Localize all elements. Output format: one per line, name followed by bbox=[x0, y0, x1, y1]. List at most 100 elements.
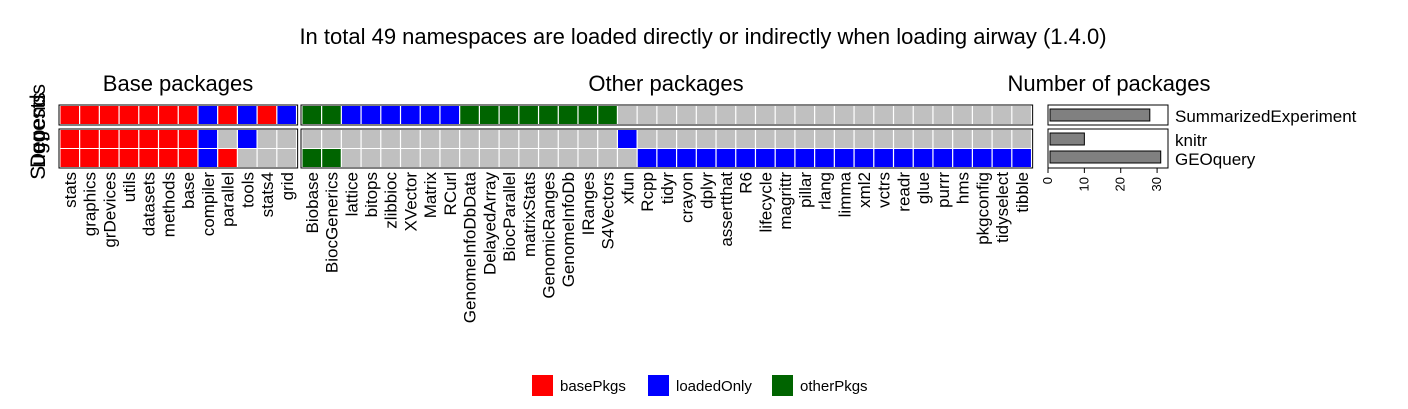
column-label-stats4: stats4 bbox=[258, 172, 277, 217]
cell-GEOquery-DelayedArray bbox=[479, 149, 499, 167]
cell-knitr-graphics bbox=[80, 130, 99, 148]
column-label-purrr: purrr bbox=[934, 172, 953, 208]
column-label-compiler: compiler bbox=[199, 172, 218, 237]
column-label-magrittr: magrittr bbox=[776, 172, 795, 230]
cell-GEOquery-pillar bbox=[795, 149, 815, 167]
cell-GEOquery-lattice bbox=[341, 149, 361, 167]
cell-GEOquery-magrittr bbox=[775, 149, 795, 167]
cell-SummarizedExperiment-dplyr bbox=[696, 106, 716, 124]
cell-SummarizedExperiment-compiler bbox=[198, 106, 218, 124]
cell-knitr-xml2 bbox=[854, 130, 874, 148]
cell-SummarizedExperiment-limma bbox=[834, 106, 854, 124]
cell-SummarizedExperiment-lattice bbox=[341, 106, 361, 124]
cell-knitr-GenomicRanges bbox=[539, 130, 558, 148]
column-label-XVector: XVector bbox=[401, 172, 420, 232]
column-label-pillar: pillar bbox=[796, 172, 815, 208]
cell-SummarizedExperiment-lifecycle bbox=[756, 106, 775, 124]
cell-knitr-S4Vectors bbox=[598, 130, 617, 148]
cell-knitr-grDevices bbox=[99, 130, 119, 148]
cell-SummarizedExperiment-BiocParallel bbox=[499, 106, 519, 124]
cell-SummarizedExperiment-stats bbox=[60, 106, 80, 124]
x-tick-label: 0 bbox=[1040, 177, 1055, 184]
cell-knitr-readr bbox=[894, 130, 913, 148]
x-tick-label: 30 bbox=[1149, 177, 1164, 191]
cell-knitr-glue bbox=[913, 130, 933, 148]
column-label-graphics: graphics bbox=[81, 172, 100, 236]
column-label-bitops: bitops bbox=[362, 172, 381, 217]
cell-GEOquery-stats bbox=[60, 149, 80, 167]
cell-knitr-Rcpp bbox=[637, 130, 657, 148]
cell-GEOquery-bitops bbox=[361, 149, 381, 167]
cell-knitr-vctrs bbox=[874, 130, 893, 148]
row-group-label-depends: Depends bbox=[27, 84, 50, 168]
cell-SummarizedExperiment-GenomeInfoDb bbox=[558, 106, 578, 124]
cell-SummarizedExperiment-pillar bbox=[795, 106, 815, 124]
cell-knitr-DelayedArray bbox=[479, 130, 499, 148]
cell-knitr-stats4 bbox=[257, 130, 277, 148]
column-label-readr: readr bbox=[894, 172, 913, 212]
column-label-RCurl: RCurl bbox=[441, 172, 460, 215]
cell-knitr-datasets bbox=[139, 130, 158, 148]
cell-SummarizedExperiment-base bbox=[178, 106, 198, 124]
cell-GEOquery-zlibbioc bbox=[381, 149, 400, 167]
cell-SummarizedExperiment-xml2 bbox=[854, 106, 874, 124]
column-label-dplyr: dplyr bbox=[697, 172, 716, 209]
column-label-GenomicRanges: GenomicRanges bbox=[540, 172, 559, 299]
cell-knitr-tibble bbox=[1012, 130, 1031, 148]
cell-knitr-matrixStats bbox=[519, 130, 538, 148]
cell-SummarizedExperiment-tibble bbox=[1012, 106, 1031, 124]
row-label-SummarizedExperiment: SummarizedExperiment bbox=[1175, 107, 1357, 126]
panel-title-base: Base packages bbox=[103, 71, 253, 96]
cell-GEOquery-graphics bbox=[80, 149, 99, 167]
column-label-stats: stats bbox=[61, 172, 80, 208]
cell-GEOquery-pkgconfig bbox=[972, 149, 992, 167]
cell-knitr-RCurl bbox=[440, 130, 460, 148]
x-tick-label: 20 bbox=[1113, 177, 1128, 191]
cell-knitr-GenomeInfoDbData bbox=[460, 130, 479, 148]
cell-GEOquery-utils bbox=[119, 149, 139, 167]
cell-GEOquery-GenomicRanges bbox=[539, 149, 558, 167]
cell-GEOquery-XVector bbox=[401, 149, 420, 167]
column-label-hms: hms bbox=[954, 172, 973, 204]
cell-GEOquery-compiler bbox=[198, 149, 218, 167]
cell-GEOquery-Rcpp bbox=[637, 149, 657, 167]
cell-SummarizedExperiment-pkgconfig bbox=[972, 106, 992, 124]
legend: basePkgs loadedOnly otherPkgs bbox=[532, 375, 868, 396]
cell-SummarizedExperiment-parallel bbox=[218, 106, 237, 124]
cell-SummarizedExperiment-glue bbox=[913, 106, 933, 124]
cell-knitr-utils bbox=[119, 130, 139, 148]
cell-GEOquery-R6 bbox=[736, 149, 755, 167]
column-label-lifecycle: lifecycle bbox=[756, 172, 775, 232]
cell-GEOquery-limma bbox=[834, 149, 854, 167]
row-label-GEOquery: GEOquery bbox=[1175, 150, 1256, 169]
cell-SummarizedExperiment-crayon bbox=[677, 106, 696, 124]
cell-GEOquery-GenomeInfoDb bbox=[558, 149, 578, 167]
cell-GEOquery-datasets bbox=[139, 149, 158, 167]
cell-SummarizedExperiment-Matrix bbox=[420, 106, 440, 124]
column-label-Biobase: Biobase bbox=[303, 172, 322, 233]
cell-GEOquery-base bbox=[178, 149, 198, 167]
cell-knitr-xfun bbox=[618, 130, 637, 148]
column-label-DelayedArray: DelayedArray bbox=[480, 172, 499, 275]
cell-SummarizedExperiment-readr bbox=[894, 106, 913, 124]
cell-SummarizedExperiment-Biobase bbox=[302, 106, 322, 124]
cell-SummarizedExperiment-grDevices bbox=[99, 106, 119, 124]
cell-knitr-lifecycle bbox=[756, 130, 775, 148]
cell-SummarizedExperiment-tidyr bbox=[657, 106, 676, 124]
cell-SummarizedExperiment-grid bbox=[277, 106, 296, 124]
x-tick-label: 10 bbox=[1076, 177, 1091, 191]
cell-SummarizedExperiment-XVector bbox=[401, 106, 420, 124]
row-label-knitr: knitr bbox=[1175, 131, 1207, 150]
column-label-datasets: datasets bbox=[140, 172, 159, 236]
cell-knitr-base bbox=[178, 130, 198, 148]
cell-knitr-grid bbox=[277, 130, 296, 148]
cell-GEOquery-methods bbox=[159, 149, 178, 167]
cell-SummarizedExperiment-DelayedArray bbox=[479, 106, 499, 124]
cell-SummarizedExperiment-zlibbioc bbox=[381, 106, 400, 124]
cell-knitr-IRanges bbox=[578, 130, 598, 148]
cell-knitr-limma bbox=[834, 130, 854, 148]
column-label-pkgconfig: pkgconfig bbox=[973, 172, 992, 245]
legend-swatch-loadedOnly bbox=[648, 375, 669, 396]
heatmap-cells bbox=[58, 104, 1034, 169]
